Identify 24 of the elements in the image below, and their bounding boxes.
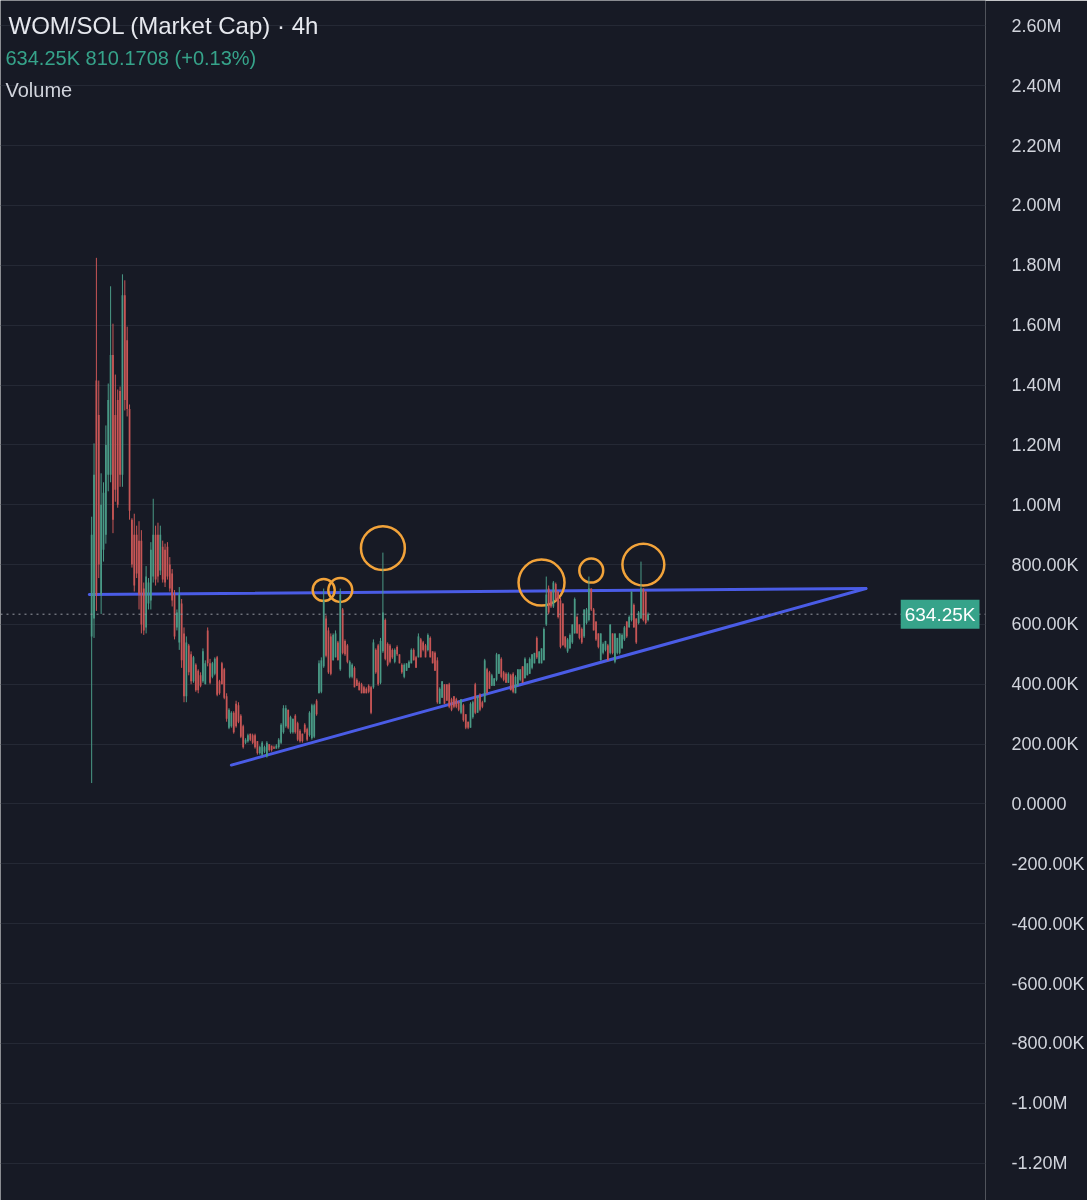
text: 634.25K 810.1708 (+0.13%)	[5, 46, 257, 69]
y-tick-label: 2.20M	[1011, 135, 1062, 156]
y-tick-label: -1.00M	[1011, 1093, 1068, 1114]
y-tick-label: -800.00K	[1011, 1033, 1085, 1054]
y-tick-label: -1.20M	[1011, 1153, 1068, 1174]
text: WOM/SOL (Market Cap) · 4h	[8, 12, 319, 39]
y-tick-label: -200.00K	[1011, 853, 1085, 874]
y-tick-label: 1.40M	[1011, 375, 1062, 396]
y-tick-label: 800.00K	[1011, 554, 1079, 575]
y-tick-label: 200.00K	[1011, 734, 1079, 755]
y-tick-label: 1.60M	[1011, 315, 1062, 336]
y-tick-label: 2.60M	[1011, 15, 1062, 36]
ref-line-label: 634.25K	[904, 603, 976, 625]
y-tick-label: 600.00K	[1011, 614, 1079, 635]
y-tick-label: 0.0000	[1011, 793, 1067, 814]
y-tick-label: 1.80M	[1011, 255, 1062, 276]
y-tick-label: -400.00K	[1011, 913, 1085, 934]
y-tick-label: 1.20M	[1011, 434, 1062, 455]
y-tick-label: 1.00M	[1011, 494, 1062, 515]
annotation: Volume	[5, 78, 73, 101]
y-tick-label: 2.40M	[1011, 75, 1062, 96]
y-tick-label: 400.00K	[1011, 674, 1079, 695]
y-tick-label: 2.00M	[1011, 195, 1062, 216]
y-tick-label: -600.00K	[1011, 973, 1085, 994]
